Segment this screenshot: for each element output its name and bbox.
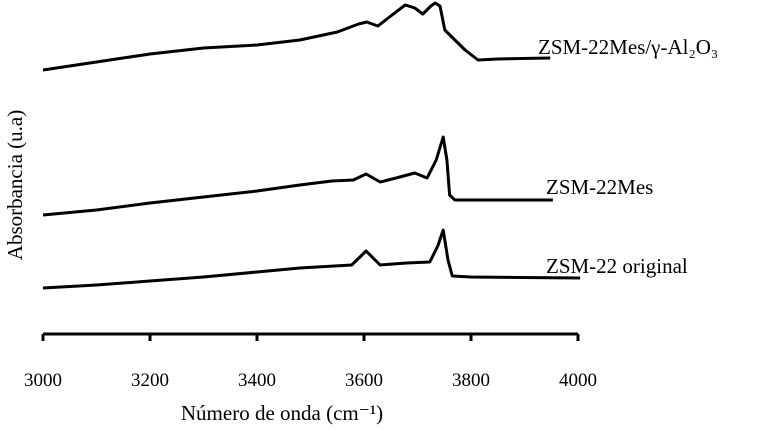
series-label: ZSM-22Mes [546, 175, 653, 199]
x-tick-label: 3600 [345, 370, 383, 391]
x-axis-label: Número de onda (cm⁻¹) [181, 401, 383, 425]
series-line [42, 228, 581, 290]
x-tick-label: 3000 [24, 370, 62, 391]
series-label: ZSM-22Mes/γ-Al₂O₃ [538, 35, 718, 59]
x-tick-label: 3400 [238, 370, 276, 391]
x-tick-label: 3200 [131, 370, 169, 391]
series-curves [42, 1, 581, 290]
x-tick-label: 4000 [559, 370, 597, 391]
x-tick-label: 3800 [452, 370, 490, 391]
y-axis-label: Absorbancia (u.a) [3, 110, 27, 260]
x-ticks: 3000 3200 3400 3600 3800 4000 [24, 334, 597, 391]
series-label: ZSM-22 original [546, 254, 688, 278]
series-labels: ZSM-22Mes/γ-Al₂O₃ ZSM-22Mes ZSM-22 origina… [538, 35, 718, 278]
series-line [42, 135, 553, 217]
series-line [42, 1, 551, 72]
